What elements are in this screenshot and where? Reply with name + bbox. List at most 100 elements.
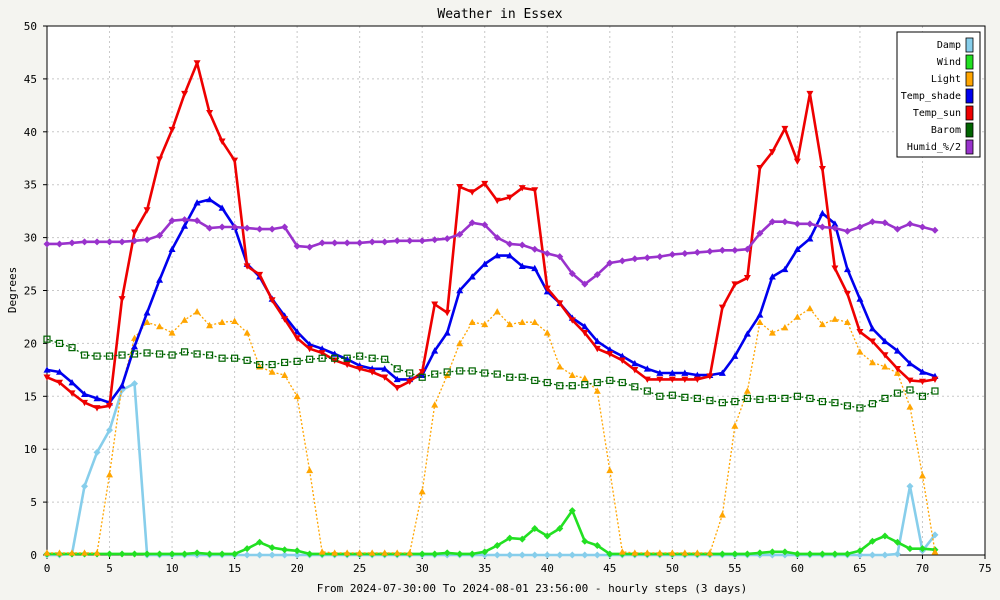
data-point-wind	[506, 534, 514, 542]
data-point-humid-2	[118, 238, 126, 246]
data-point-light	[68, 549, 76, 556]
data-point-wind	[418, 550, 426, 558]
data-point-humid-2	[543, 249, 551, 257]
data-point-humid-2	[168, 217, 176, 225]
data-point-wind	[881, 532, 889, 540]
data-point-temp-sun	[131, 229, 139, 236]
data-point-temp-shade	[606, 346, 614, 353]
data-point-light	[218, 318, 226, 326]
data-point-humid-2	[706, 247, 714, 255]
data-point-humid-2	[81, 238, 89, 246]
data-point-wind	[293, 547, 301, 555]
data-point-barom	[668, 391, 676, 399]
data-point-humid-2	[681, 249, 689, 257]
data-point-humid-2	[56, 240, 64, 248]
legend: Damp Wind Light Temp_shade Temp_sun Barom Humi…	[896, 31, 981, 158]
data-point-humid-2	[43, 240, 51, 248]
data-point-temp-sun	[518, 185, 526, 192]
data-point-damp	[256, 551, 264, 559]
data-point-temp-sun	[631, 367, 639, 374]
data-point-wind	[193, 549, 201, 557]
data-point-wind	[106, 550, 114, 558]
x-tick-label: 70	[916, 562, 929, 575]
data-point-light	[593, 387, 601, 394]
data-point-temp-shade	[293, 328, 301, 335]
data-point-damp	[243, 551, 251, 559]
data-point-temp-sun	[568, 317, 576, 324]
series-temp-sun	[43, 60, 939, 412]
x-tick-label: 75	[978, 562, 991, 575]
data-point-damp	[293, 551, 301, 559]
data-point-barom	[80, 351, 89, 359]
data-point-temp-shade	[718, 369, 726, 376]
data-point-humid-2	[243, 224, 251, 232]
data-point-light	[206, 321, 214, 329]
data-point-wind	[718, 550, 726, 558]
data-point-light	[631, 549, 639, 556]
series-light	[43, 304, 939, 556]
data-point-temp-shade	[781, 265, 789, 273]
data-point-humid-2	[331, 239, 339, 247]
data-point-humid-2	[268, 225, 276, 233]
data-point-wind	[593, 541, 601, 549]
data-point-light	[868, 358, 876, 366]
data-point-temp-shade	[918, 368, 926, 375]
data-point-light	[568, 371, 576, 378]
data-point-barom	[268, 360, 276, 369]
data-point-barom	[568, 382, 576, 390]
data-point-temp-sun	[893, 365, 901, 373]
data-point-temp-sun	[806, 90, 814, 98]
data-point-temp-shade	[68, 379, 76, 386]
data-point-temp-shade	[743, 330, 751, 337]
data-point-temp-sun	[868, 338, 876, 345]
data-point-temp-shade	[443, 329, 451, 336]
data-point-light	[906, 403, 914, 410]
data-point-light	[81, 549, 89, 556]
data-point-humid-2	[818, 223, 826, 231]
data-point-barom	[68, 344, 76, 352]
y-tick-label: 35	[24, 179, 37, 192]
data-point-damp	[131, 380, 139, 388]
data-point-temp-sun	[243, 263, 251, 270]
x-tick-label: 45	[603, 562, 616, 575]
data-point-temp-shade	[618, 352, 626, 359]
data-point-light	[606, 466, 614, 474]
data-point-temp-shade	[868, 325, 876, 332]
data-point-temp-sun	[718, 304, 726, 311]
data-point-barom	[543, 378, 551, 387]
data-point-damp	[493, 551, 501, 559]
data-point-temp-shade	[518, 262, 526, 269]
data-point-wind	[731, 550, 739, 558]
data-point-temp-sun	[643, 376, 651, 383]
data-point-wind	[493, 541, 501, 549]
y-tick-label: 40	[24, 126, 37, 139]
legend-swatch-barom	[965, 122, 974, 138]
legend-label-barom: Barom	[931, 125, 961, 136]
data-point-humid-2	[481, 221, 489, 229]
data-point-wind	[868, 537, 876, 545]
data-point-damp	[856, 551, 864, 559]
data-point-barom	[806, 394, 814, 403]
data-point-light	[268, 368, 276, 375]
data-point-wind	[918, 545, 926, 553]
data-point-temp-sun	[918, 378, 926, 385]
data-point-light	[843, 318, 851, 326]
x-tick-label: 65	[853, 562, 866, 575]
data-point-damp	[893, 550, 901, 558]
data-point-temp-sun	[681, 376, 689, 383]
data-point-temp-shade	[118, 382, 126, 389]
data-point-temp-sun	[343, 361, 351, 369]
data-point-wind	[806, 550, 814, 558]
data-point-temp-sun	[318, 350, 326, 357]
data-point-temp-shade	[843, 265, 851, 273]
data-point-wind	[256, 538, 264, 546]
data-point-barom	[218, 354, 226, 362]
data-point-barom	[393, 365, 401, 373]
data-point-barom	[418, 373, 426, 381]
data-point-barom	[743, 394, 751, 403]
data-point-light	[806, 304, 814, 312]
data-point-humid-2	[656, 253, 664, 261]
data-point-humid-2	[618, 257, 626, 265]
data-point-damp	[518, 551, 526, 559]
